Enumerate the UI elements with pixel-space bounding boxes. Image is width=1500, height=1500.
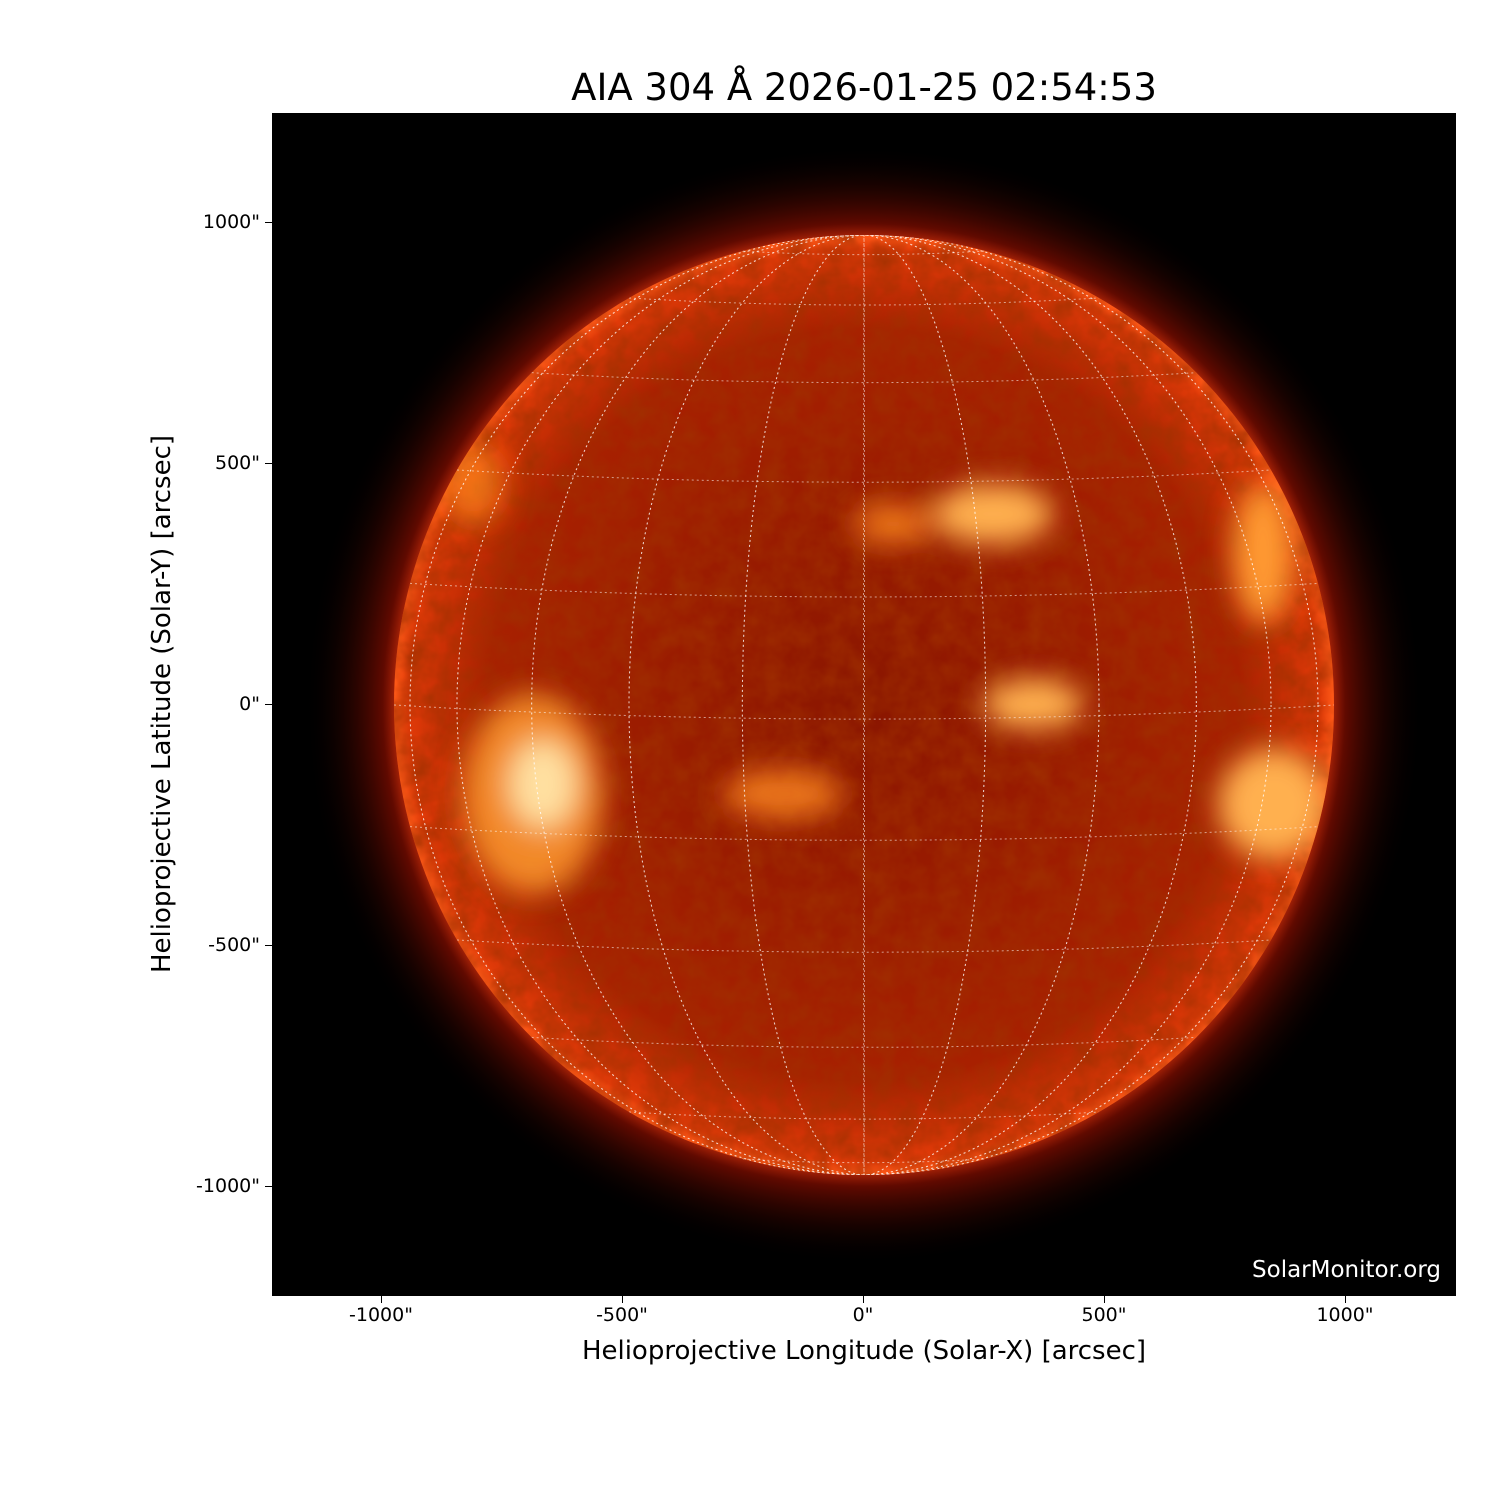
y-tick-label: 500": [214, 452, 260, 474]
y-tick-label: -1000": [196, 1175, 260, 1197]
x-tick-mark: [381, 1296, 382, 1303]
heliographic-grid: [394, 235, 1334, 1175]
y-axis-label: Helioprojective Latitude (Solar-Y) [arcs…: [147, 434, 177, 974]
x-tick-label: 1000": [1316, 1304, 1374, 1326]
solar-image-axes: SolarMonitor.org: [272, 113, 1456, 1296]
plot-title: AIA 304 Å 2026-01-25 02:54:53: [571, 66, 1157, 109]
sun-image: [304, 145, 1424, 1265]
x-tick-label: 0": [852, 1304, 874, 1326]
longitude-line: [531, 235, 1197, 1175]
x-tick-mark: [622, 1296, 623, 1303]
x-tick-label: -1000": [349, 1304, 413, 1326]
x-tick-mark: [1345, 1296, 1346, 1303]
y-tick-label: 1000": [202, 211, 260, 233]
longitude-line: [409, 235, 1319, 1175]
x-tick-label: -500": [596, 1304, 648, 1326]
latitude-line: [628, 1111, 1100, 1120]
credit-watermark: SolarMonitor.org: [1252, 1257, 1441, 1283]
latitude-line: [394, 704, 1334, 720]
latitude-line: [742, 250, 986, 256]
x-tick-mark: [863, 1296, 864, 1303]
x-tick-mark: [1104, 1296, 1105, 1303]
latitude-line: [742, 1158, 986, 1164]
x-axis-label: Helioprojective Longitude (Solar-X) [arc…: [581, 1336, 1147, 1366]
y-tick-mark: [265, 463, 272, 464]
y-tick-mark: [265, 1186, 272, 1187]
longitude-line: [741, 235, 987, 1175]
active-regions: [443, 444, 1328, 894]
longitude-line: [456, 235, 1272, 1175]
y-tick-label: 0": [239, 693, 260, 715]
latitude-line: [531, 1036, 1197, 1048]
longitude-line: [628, 235, 1100, 1175]
latitude-line: [628, 297, 1100, 306]
y-tick-label: -500": [208, 934, 260, 956]
longitude-line: [863, 235, 865, 1175]
y-tick-mark: [265, 704, 272, 705]
latitude-line: [409, 826, 1319, 841]
latitude-line: [409, 582, 1319, 598]
latitude-line: [531, 372, 1197, 384]
y-tick-mark: [265, 222, 272, 223]
y-tick-mark: [265, 945, 272, 946]
x-tick-label: 500": [1081, 1304, 1127, 1326]
